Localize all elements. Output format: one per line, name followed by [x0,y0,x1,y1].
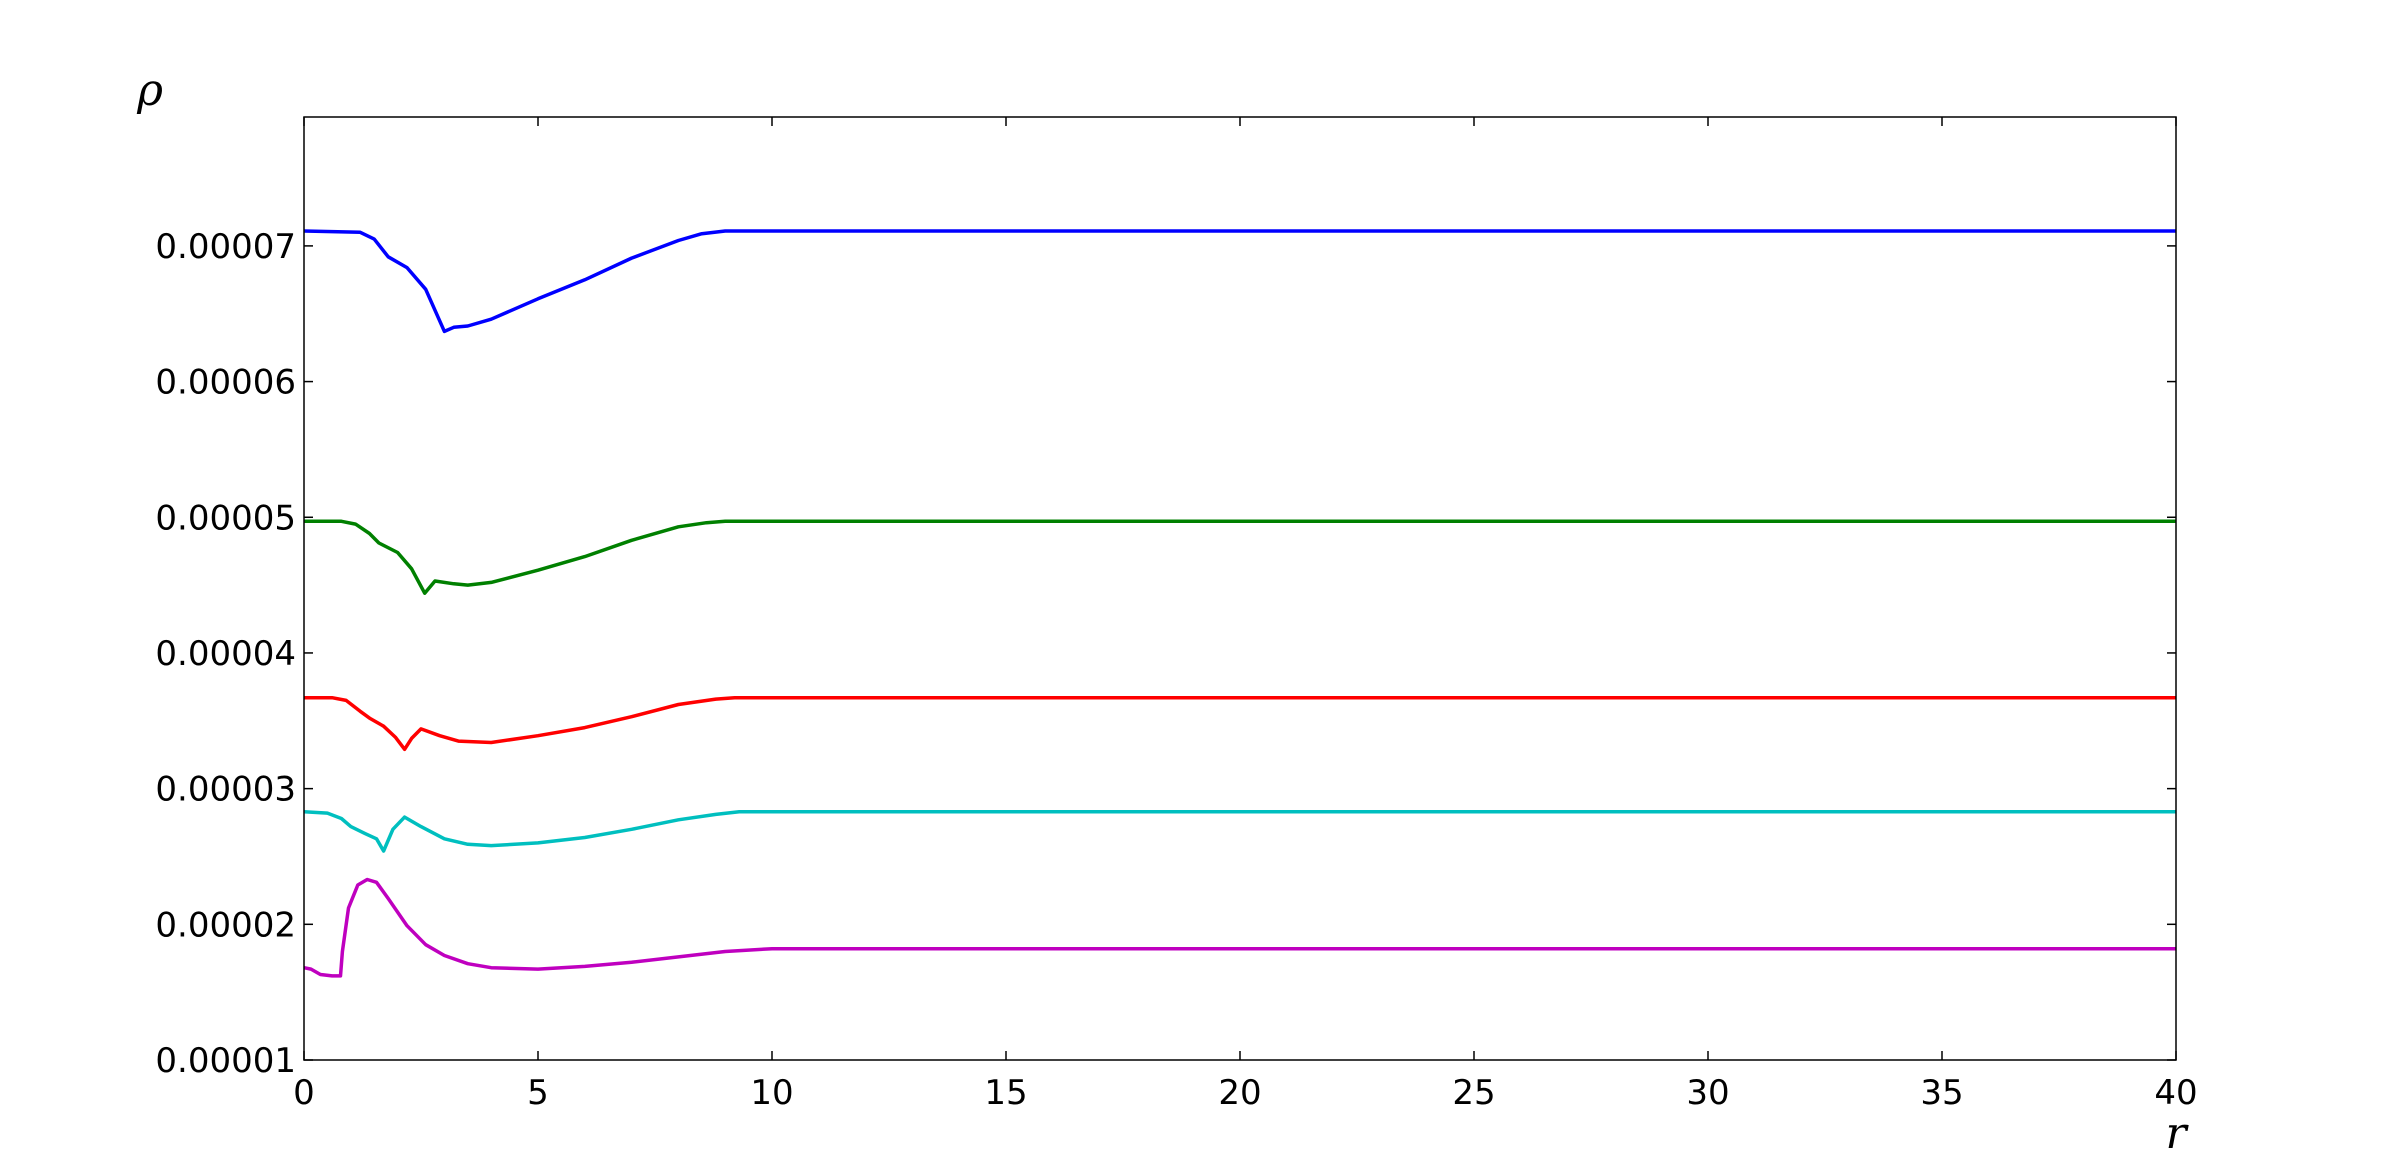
x-tick-label: 0 [293,1073,315,1113]
y-tick-label: 0.00005 [155,498,296,538]
x-axis-label: r [2165,1108,2189,1159]
x-tick-label: 15 [984,1073,1027,1113]
series-line-4 [303,809,2176,853]
y-tick-label: 0.00001 [155,1041,296,1081]
series-line-2 [304,519,2176,595]
x-tick-label: 5 [527,1073,549,1113]
series-layer [303,229,2176,978]
y-tick-label: 0.00004 [155,634,296,674]
y-tick-label: 0.00003 [155,770,296,810]
x-tick-label: 40 [2154,1073,2197,1113]
y-tick-label: 0.00007 [155,227,296,267]
x-tick-label: 30 [1686,1073,1729,1113]
x-tick-label: 20 [1218,1073,1261,1113]
series-line-3 [304,695,2176,752]
x-tick-label: 10 [750,1073,793,1113]
series-line-5 [303,877,2176,978]
y-tick-label: 0.00006 [155,363,296,403]
x-tick-label: 35 [1920,1073,1963,1113]
y-tick-label: 0.00002 [155,905,296,945]
x-tick-label: 25 [1452,1073,1495,1113]
y-axis-label: ρ [136,65,163,116]
series-line-1 [303,229,2176,334]
tick-layer: 0 5 10 15 20 25 30 35 40 0.00001 0.00002 0.00003 0.0… [155,117,2198,1113]
